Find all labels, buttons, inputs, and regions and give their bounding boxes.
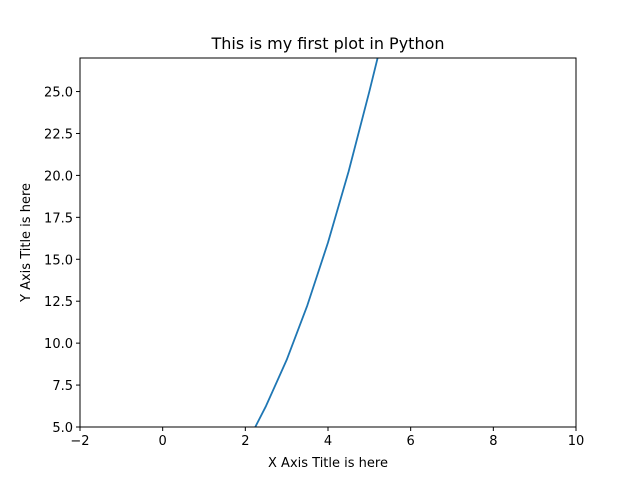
chart-title: This is my first plot in Python	[210, 34, 444, 53]
x-tick-label: 6	[407, 434, 415, 449]
y-axis-ticks: 5.0 7.5 10.0 12.5 15.0 17.5 20.0 22.5 25.0	[44, 86, 80, 436]
x-tick-label: 8	[489, 434, 497, 449]
y-tick-label: 20.0	[44, 169, 73, 184]
x-tick-label: 4	[324, 434, 332, 449]
y-tick-label: 17.5	[44, 211, 73, 226]
series-line	[254, 58, 379, 427]
x-tick-label: 2	[241, 434, 249, 449]
y-tick-label: 10.0	[44, 337, 73, 352]
x-tick-label: 10	[568, 434, 585, 449]
y-tick-label: 15.0	[44, 253, 73, 268]
x-tick-label: 0	[159, 434, 167, 449]
y-tick-label: 22.5	[44, 127, 73, 142]
y-axis-label: Y Axis Title is here	[19, 183, 34, 303]
y-tick-label: 5.0	[52, 421, 73, 436]
x-axis-label: X Axis Title is here	[268, 456, 388, 471]
y-tick-label: 12.5	[44, 295, 73, 310]
series-layer	[254, 58, 379, 427]
x-axis-ticks: −2 0 2 4 6 8 10	[70, 427, 584, 449]
y-tick-label: 25.0	[44, 86, 73, 101]
y-tick-label: 7.5	[52, 379, 73, 394]
x-tick-label: −2	[70, 434, 89, 449]
